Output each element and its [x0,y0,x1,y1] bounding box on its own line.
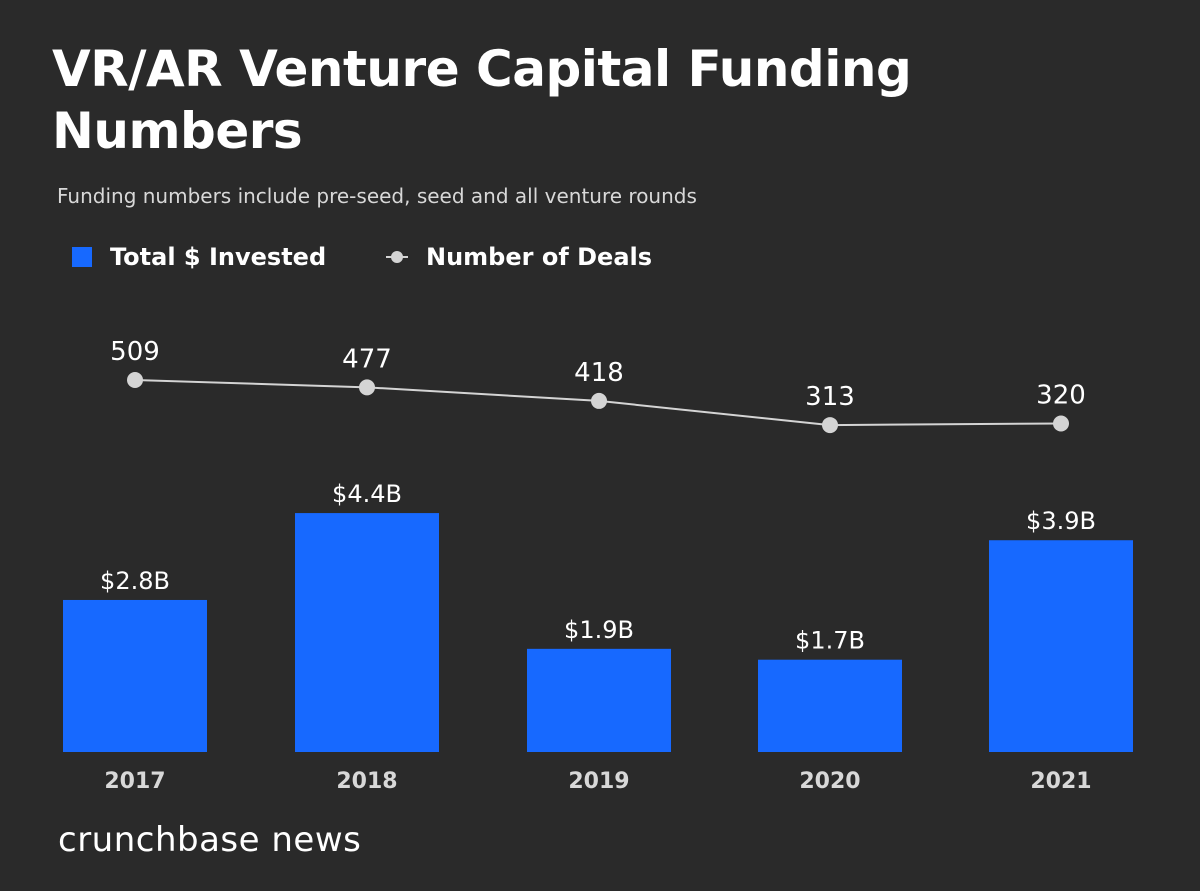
deals-value-label: 320 [1036,380,1086,410]
deals-point-2021 [1053,415,1069,432]
bar-value-label: $1.7B [795,627,865,655]
deals-value-label: 477 [342,344,392,374]
legend-item-total-invested: Total $ Invested [72,243,326,271]
deals-point-2017 [127,372,143,388]
legend-label: Total $ Invested [110,243,327,271]
bar-value-label: $3.9B [1026,507,1096,535]
x-tick-label: 2018 [336,769,397,794]
deals-value-label: 509 [110,337,160,367]
bar-2020 [758,659,902,752]
legend-bar-swatch [72,247,92,267]
deals-point-2020 [822,417,838,434]
bar-2019 [527,648,671,752]
x-tick-label: 2021 [1030,769,1091,794]
bar-value-label: $1.9B [564,616,634,644]
deals-value-label: 418 [574,358,624,388]
deals-value-label: 313 [805,382,855,412]
x-tick-label: 2020 [799,769,860,794]
x-tick-label: 2019 [568,769,629,794]
chart-title: VR/AR Venture Capital Funding Numbers [52,40,912,160]
legend-label: Number of Deals [426,243,653,271]
bar-value-label: $4.4B [332,480,402,508]
deals-point-2019 [591,392,607,409]
legend-line-swatch [386,251,408,263]
brand-logo: crunchbase news [58,820,362,860]
x-tick-label: 2017 [104,769,165,794]
bar-2018 [295,513,439,752]
deals-point-2018 [359,379,375,396]
bar-2021 [989,540,1133,752]
chart-subtitle: Funding numbers include pre-seed, seed a… [57,184,697,208]
bar-2017 [63,599,207,752]
legend-item-number-of-deals: Number of Deals [386,243,652,271]
bar-value-label: $2.8B [100,567,170,595]
